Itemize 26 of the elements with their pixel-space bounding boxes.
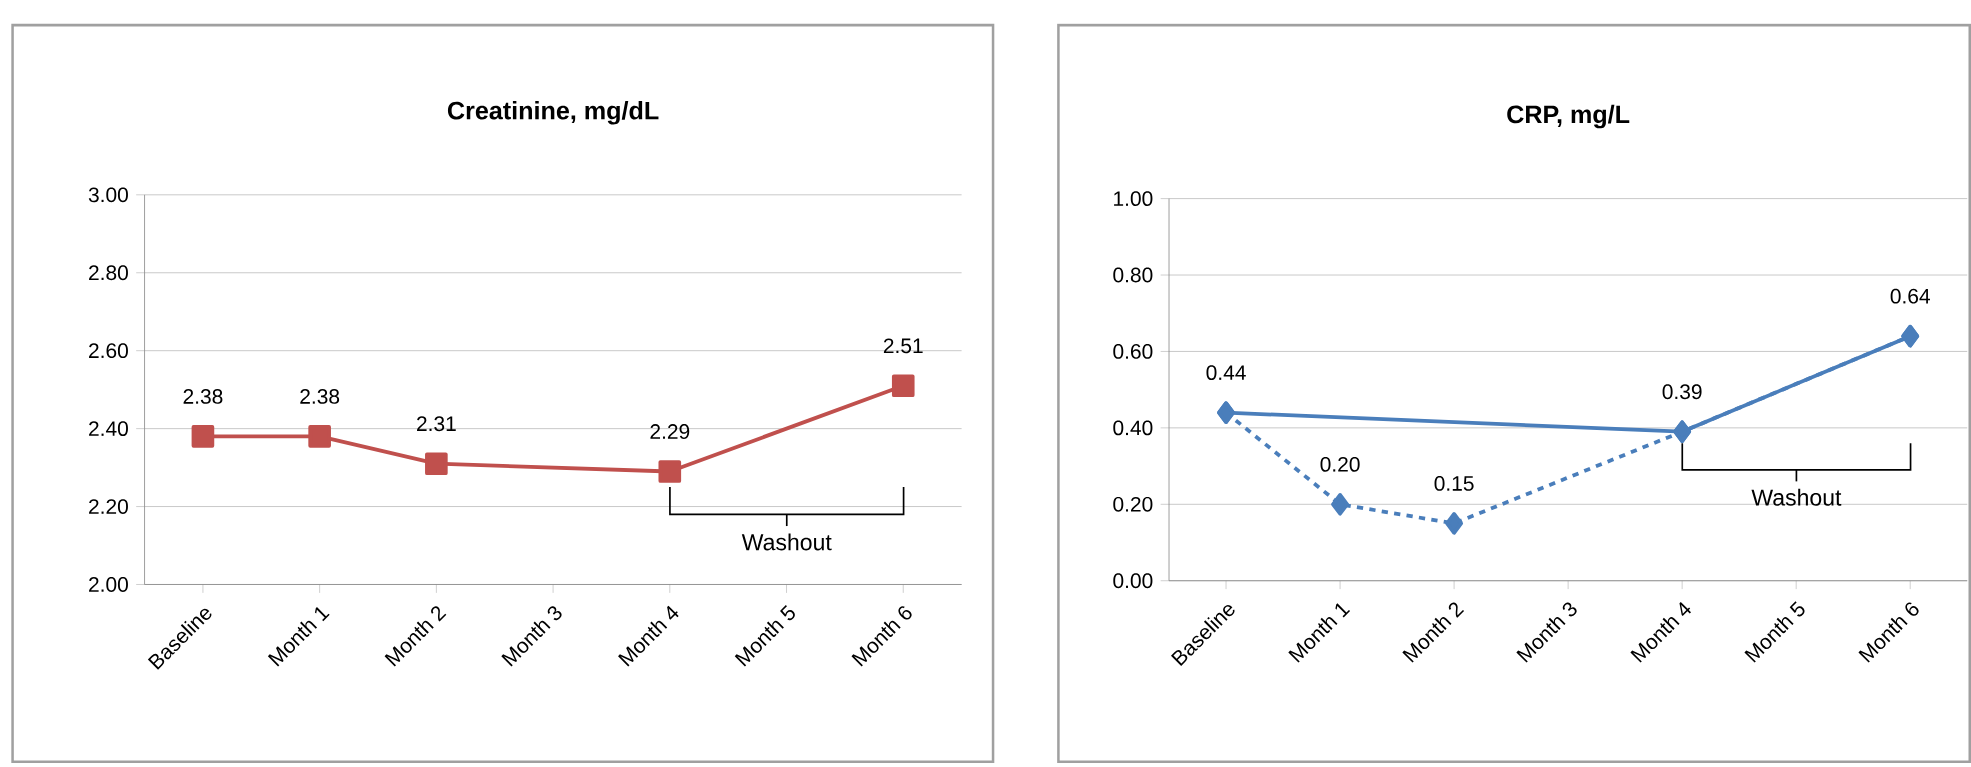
y-tick-label: 2.40 <box>89 421 128 437</box>
chart-title: Creatinine, mg/dL <box>447 101 659 125</box>
data-label: 2.31 <box>417 416 456 432</box>
y-tick-label: 0.00 <box>1113 573 1153 589</box>
data-label: 2.29 <box>650 424 690 440</box>
data-label: 0.44 <box>1206 365 1246 381</box>
y-tick-label: 3.00 <box>88 187 128 203</box>
data-label: 0.15 <box>1434 476 1474 491</box>
y-tick-label: 0.60 <box>1113 344 1153 359</box>
y-tick-label: 1.00 <box>1114 191 1153 207</box>
data-label: 2.38 <box>300 389 340 404</box>
data-label: 0.64 <box>1890 288 1930 304</box>
annotation: Washout <box>741 533 832 551</box>
data-label: 0.20 <box>1320 457 1360 472</box>
chart-title: CRP, mg/L <box>1507 104 1630 129</box>
y-tick-label: 0.40 <box>1113 420 1153 436</box>
y-tick-label: 0.20 <box>1113 497 1153 512</box>
data-label: 2.38 <box>183 389 223 404</box>
annotation: Washout <box>1751 488 1842 506</box>
data-label: 0.39 <box>1662 384 1702 400</box>
data-label: 2.51 <box>883 338 923 354</box>
y-tick-label: 2.60 <box>89 343 128 359</box>
y-tick-label: 2.00 <box>89 577 128 593</box>
y-tick-label: 2.20 <box>89 499 128 515</box>
y-tick-label: 2.80 <box>89 265 128 281</box>
y-tick-label: 0.80 <box>1113 267 1153 283</box>
